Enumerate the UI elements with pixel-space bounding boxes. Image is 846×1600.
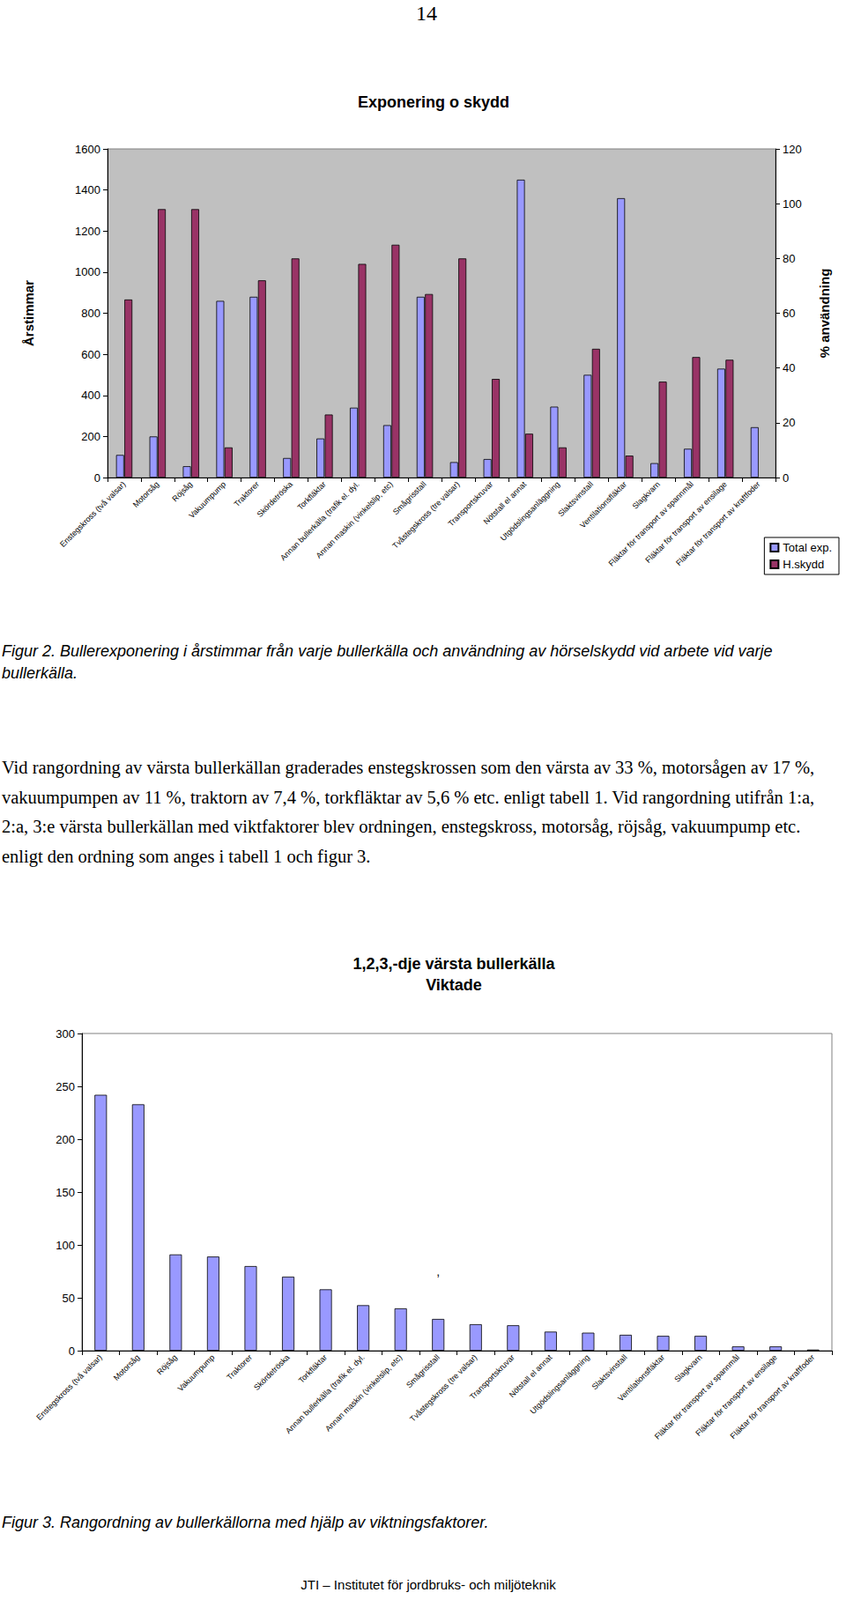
svg-text:Enstegskross (två valsar): Enstegskross (två valsar) xyxy=(34,1352,104,1422)
svg-text:1000: 1000 xyxy=(74,265,101,279)
svg-text:Slagkvarn: Slagkvarn xyxy=(630,479,662,511)
svg-text:Fläktar för transport av spann: Fläktar för transport av spannmål xyxy=(652,1353,742,1442)
html-text:JTI – Institutet för jordbruks: JTI – Institutet för jordbruks- och milj… xyxy=(300,1577,556,1593)
svg-text:Viktade: Viktade xyxy=(425,976,483,995)
svg-text:,: , xyxy=(436,1264,440,1279)
svg-text:Fläktar för transport av kraft: Fläktar för transport av kraftfoder xyxy=(728,1352,817,1441)
svg-text:Ventilationsfläktar: Ventilationsfläktar xyxy=(578,479,629,530)
html-text:Figur 3. Rangordning av buller: Figur 3. Rangordning av bullerkällorna m… xyxy=(1,1513,489,1532)
svg-text:Utgödslingsanläggning: Utgödslingsanläggning xyxy=(528,1352,592,1416)
svg-text:Vakuumpump: Vakuumpump xyxy=(176,1352,217,1394)
html-text:Vid rangordning av värsta bull: Vid rangordning av värsta bullerkällan g… xyxy=(1,757,815,867)
svg-text:Fläktar för transport av ensil: Fläktar för transport av ensilage xyxy=(693,1352,779,1438)
svg-text:Annan maskin (vinkelslip, etc): Annan maskin (vinkelslip, etc) xyxy=(314,479,395,560)
svg-text:200: 200 xyxy=(55,1133,75,1147)
svg-text:1,2,3,-dje värsta bullerkälla: 1,2,3,-dje värsta bullerkälla xyxy=(352,955,556,973)
svg-text:Slagkvarn: Slagkvarn xyxy=(672,1352,704,1384)
html-text:Figur 2. Bullerexponering i år: Figur 2. Bullerexponering i årstimmar fr… xyxy=(1,642,773,683)
svg-text:Vakuumpump: Vakuumpump xyxy=(186,479,228,520)
svg-text:400: 400 xyxy=(81,388,101,402)
svg-text:Annan bullerkälla (trafik el.: Annan bullerkälla (trafik el. dyl. xyxy=(278,479,362,563)
svg-text:Slaktsvinstall: Slaktsvinstall xyxy=(590,1352,630,1392)
svg-text:200: 200 xyxy=(81,430,101,444)
svg-text:Motorsåg: Motorsåg xyxy=(131,479,162,510)
svg-text:1400: 1400 xyxy=(74,183,101,197)
svg-text:Nötstall el annat: Nötstall el annat xyxy=(481,479,529,527)
svg-text:Transportskruvar: Transportskruvar xyxy=(467,1353,517,1402)
svg-text:Traktorer: Traktorer xyxy=(224,1352,254,1382)
svg-text:150: 150 xyxy=(55,1186,75,1200)
svg-text:Skördetröska: Skördetröska xyxy=(254,479,295,520)
svg-text:H.skydd: H.skydd xyxy=(782,557,824,572)
svg-text:Tvåstegskross (tre valsar): Tvåstegskross (tre valsar) xyxy=(408,1352,479,1424)
svg-text:100: 100 xyxy=(782,197,802,211)
svg-text:20: 20 xyxy=(782,415,795,430)
svg-text:Smågrisstall: Smågrisstall xyxy=(391,479,429,517)
svg-text:Utgödslingsanläggning: Utgödslingsanläggning xyxy=(498,479,562,542)
svg-text:80: 80 xyxy=(782,252,795,266)
svg-text:Ventilationsfläktar: Ventilationsfläktar xyxy=(615,1352,667,1403)
svg-text:120: 120 xyxy=(782,142,802,156)
svg-text:Smågrisstall: Smågrisstall xyxy=(404,1352,442,1390)
svg-text:100: 100 xyxy=(55,1239,75,1253)
svg-text:Enstegskross (två valsar): Enstegskross (två valsar) xyxy=(58,479,127,549)
svg-text:Torkfläktar: Torkfläktar xyxy=(296,479,328,512)
svg-text:Total exp.: Total exp. xyxy=(782,541,832,555)
html-text:14: 14 xyxy=(415,1,438,25)
svg-text:Röjsåg: Röjsåg xyxy=(155,1352,179,1377)
svg-text:% användning: % användning xyxy=(816,268,832,359)
svg-text:Röjsåg: Röjsåg xyxy=(170,479,194,504)
svg-text:Torkfläktar: Torkfläktar xyxy=(296,1352,329,1385)
svg-text:Slaktsvinstall: Slaktsvinstall xyxy=(556,479,595,519)
svg-text:1200: 1200 xyxy=(74,224,101,238)
svg-text:50: 50 xyxy=(62,1291,75,1306)
svg-text:Traktorer: Traktorer xyxy=(231,479,261,509)
svg-text:Motorsåg: Motorsåg xyxy=(111,1352,142,1383)
svg-text:Tvåstegskross (tre valsar): Tvåstegskross (tre valsar) xyxy=(390,479,461,550)
svg-text:Årstimmar: Årstimmar xyxy=(21,280,37,347)
svg-text:Skördetröska: Skördetröska xyxy=(252,1352,292,1393)
svg-text:40: 40 xyxy=(782,361,795,375)
svg-text:Fläktar för transport av kraft: Fläktar för transport av kraftfoder xyxy=(674,479,763,568)
svg-text:Fläktar för transport av spann: Fläktar för transport av spannmål xyxy=(606,479,696,569)
svg-text:600: 600 xyxy=(81,348,101,362)
svg-text:Fläktar för transport av ensil: Fläktar för transport av ensilage xyxy=(643,479,729,565)
svg-text:250: 250 xyxy=(55,1080,75,1094)
svg-text:Annan maskin (vinkelslip, etc): Annan maskin (vinkelslip, etc) xyxy=(323,1352,404,1433)
svg-text:Annan bullerkälla (trafik el.: Annan bullerkälla (trafik el. dyl. xyxy=(283,1352,367,1436)
svg-text:800: 800 xyxy=(81,306,101,320)
svg-text:60: 60 xyxy=(782,306,795,320)
svg-text:0: 0 xyxy=(68,1344,75,1359)
svg-text:Nötstall el annat: Nötstall el annat xyxy=(507,1353,554,1400)
svg-text:Exponering o skydd: Exponering o skydd xyxy=(357,93,510,112)
svg-text:0: 0 xyxy=(94,471,101,485)
svg-text:300: 300 xyxy=(55,1027,75,1041)
svg-text:0: 0 xyxy=(782,471,789,485)
svg-text:1600: 1600 xyxy=(74,142,101,156)
svg-text:Transportskruvar: Transportskruvar xyxy=(446,479,495,529)
